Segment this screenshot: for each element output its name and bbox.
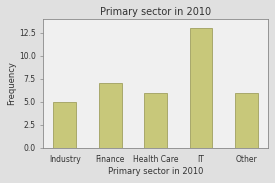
X-axis label: Primary sector in 2010: Primary sector in 2010 [108,167,203,176]
Y-axis label: Frequency: Frequency [7,61,16,105]
Bar [235,93,258,148]
Bar [144,93,167,148]
Bar [53,102,76,148]
Bar [99,83,122,148]
Bar [190,28,212,148]
Title: Primary sector in 2010: Primary sector in 2010 [100,7,211,17]
